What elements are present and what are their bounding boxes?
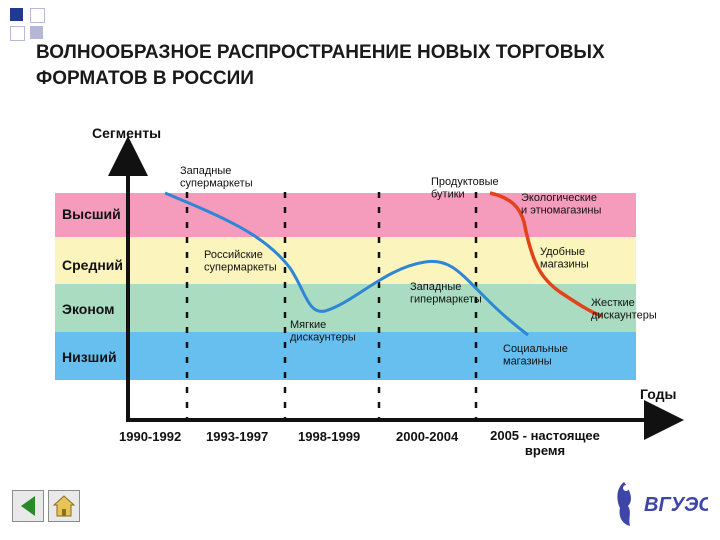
annotation-hard-discounters: Жесткие дискаунтеры: [591, 297, 657, 322]
annotation-convenience-stores: Удобные магазины: [540, 246, 589, 271]
logo-emblem-icon: ВГУЭС: [617, 482, 713, 526]
annotation-eco-ethno-stores: Экологические и этномагазины: [521, 192, 602, 217]
slide-navigation: [12, 490, 82, 522]
band-economy: [55, 284, 636, 332]
band-label-low: Низший: [62, 349, 117, 365]
y-axis-label: Сегменты: [92, 125, 161, 141]
annotation-food-boutiques: Продуктовые бутики: [431, 176, 499, 201]
period-label: 2005 - настоящее время: [490, 428, 600, 458]
band-middle: [55, 237, 636, 284]
x-axis-label: Годы: [640, 386, 676, 402]
annotation-russian-supermarkets: Российские супермаркеты: [204, 249, 277, 274]
annotation-social-stores: Социальные магазины: [503, 343, 568, 368]
annotation-western-supermarkets: Западные супермаркеты: [180, 165, 253, 190]
university-logo: ВГУЭС: [608, 478, 713, 528]
band-low: [55, 332, 636, 380]
house-icon: [52, 495, 76, 517]
period-label: 1993-1997: [206, 429, 268, 444]
period-label: 2000-2004: [396, 429, 459, 444]
band-label-economy: Эконом: [62, 301, 115, 317]
annotation-soft-discounters: Мягкие дискаунтеры: [290, 319, 356, 344]
home-button[interactable]: [48, 490, 80, 522]
band-label-middle: Средний: [62, 257, 123, 273]
annotation-western-hypermarkets: Западные гипермаркеты: [410, 281, 482, 306]
curve-western-to-soft-discount: [164, 191, 529, 337]
period-label: 1990-1992: [119, 429, 181, 444]
triangle-left-icon: [21, 496, 35, 516]
band-high: [55, 193, 636, 237]
corner-decoration: [0, 0, 60, 44]
band-label-high: Высший: [62, 206, 121, 222]
period-label: 1998-1999: [298, 429, 360, 444]
curve-boutiques-to-hard-discount: [489, 191, 603, 318]
slide-title: ВОЛНООБРАЗНОЕ РАСПРОСТРАНЕНИЕ НОВЫХ ТОРГ…: [36, 42, 605, 89]
logo-text: ВГУЭС: [644, 494, 708, 516]
back-button[interactable]: [12, 490, 44, 522]
